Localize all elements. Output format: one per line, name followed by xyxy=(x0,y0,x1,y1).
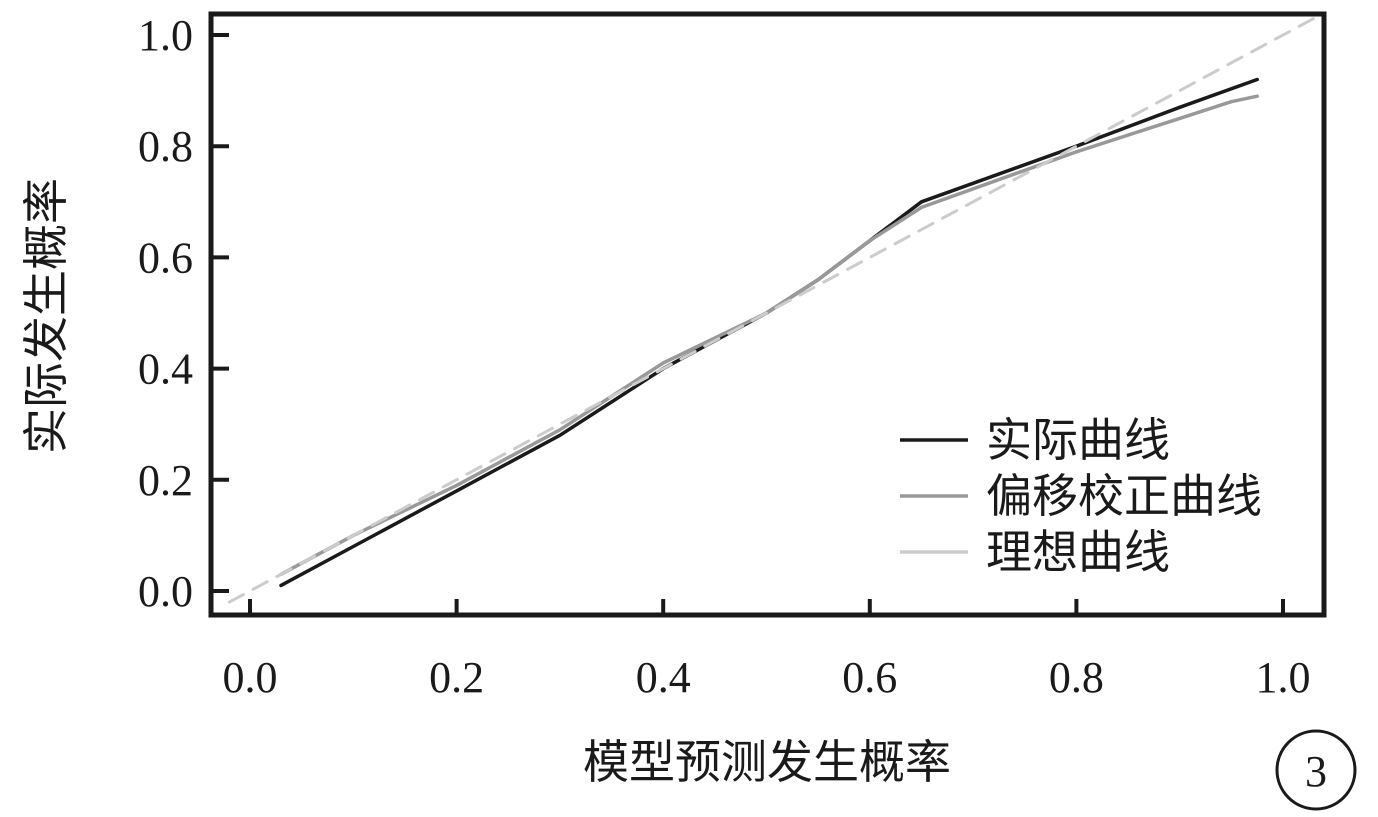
legend-label-3: 理想曲线 xyxy=(986,525,1170,579)
y-axis-title: 实际发生概率 xyxy=(19,178,73,454)
legend-label-2: 偏移校正曲线 xyxy=(986,469,1262,523)
badge-circle xyxy=(1275,729,1357,811)
legend-label-1: 实际曲线 xyxy=(986,413,1170,467)
y-tick-label: 0.6 xyxy=(138,233,193,282)
x-tick-label: 0.0 xyxy=(223,653,278,702)
y-tick-label: 0.4 xyxy=(138,345,193,394)
y-tick-label: 0.0 xyxy=(138,567,193,616)
x-axis-title: 模型预测发生概率 xyxy=(583,735,951,789)
x-tick-label: 0.8 xyxy=(1049,653,1104,702)
figure-number-badge: 3 xyxy=(1275,729,1357,811)
x-tick-label: 0.6 xyxy=(842,653,897,702)
y-tick-label: 1.0 xyxy=(138,11,193,60)
ticks-layer: 0.0 0.2 0.4 0.6 0.8 1.0 0.0 0.2 0.4 0.6 0.8 1.0 xyxy=(138,11,1311,702)
series-layer xyxy=(227,14,1324,604)
plot-frame xyxy=(208,11,1327,618)
badge-label: 3 xyxy=(1305,747,1327,796)
series-line-2 xyxy=(279,94,1259,577)
x-tick-label: 1.0 xyxy=(1256,653,1311,702)
x-tick-label: 0.4 xyxy=(636,653,691,702)
y-tick-label: 0.8 xyxy=(138,122,193,171)
x-tick-label: 0.2 xyxy=(429,653,484,702)
y-tick-label: 0.2 xyxy=(138,456,193,505)
series-line-3 xyxy=(227,14,1324,604)
